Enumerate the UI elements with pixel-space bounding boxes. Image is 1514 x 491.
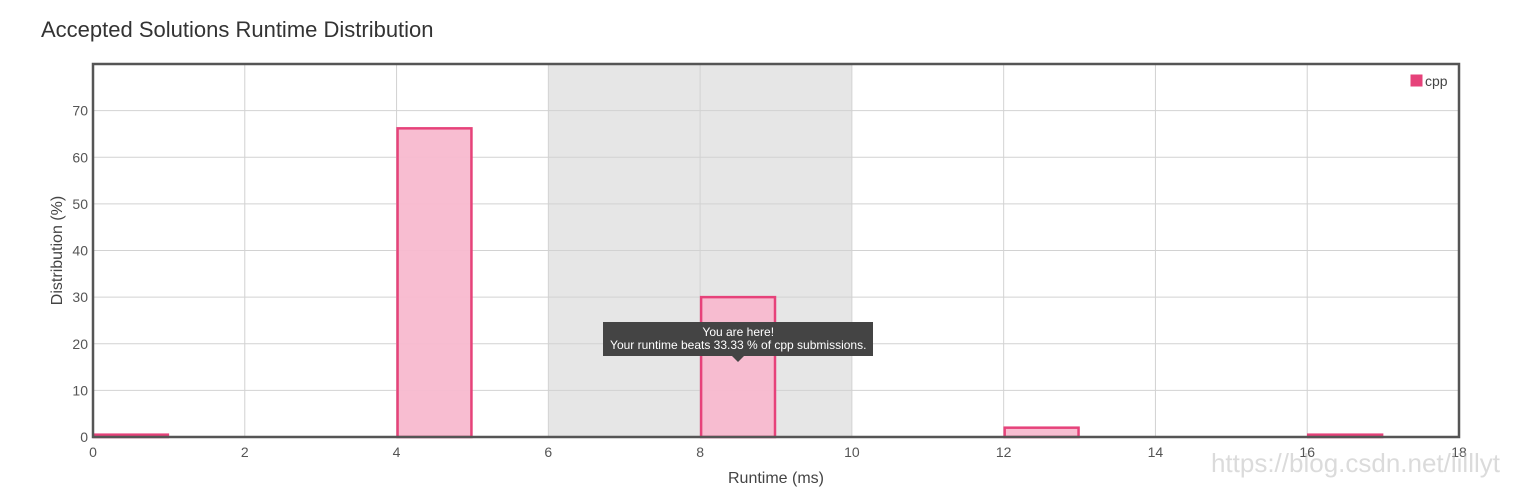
bar-8 bbox=[699, 295, 777, 439]
legend-label: cpp bbox=[1425, 73, 1448, 89]
x-tick-label: 18 bbox=[1451, 444, 1467, 460]
x-tick-label: 8 bbox=[696, 444, 704, 460]
your-runtime-tooltip: You are here! Your runtime beats 33.33 %… bbox=[603, 322, 874, 363]
tooltip-arrow bbox=[732, 356, 745, 363]
x-tick-label: 16 bbox=[1299, 444, 1315, 460]
chart-title: Accepted Solutions Runtime Distribution bbox=[41, 17, 434, 42]
y-tick-label: 30 bbox=[72, 289, 88, 305]
legend-swatch bbox=[1409, 73, 1424, 88]
x-tick-label: 4 bbox=[393, 444, 401, 460]
bar-12 bbox=[1003, 426, 1080, 439]
y-tick-label: 10 bbox=[72, 382, 88, 398]
x-tick-label: 2 bbox=[241, 444, 249, 460]
x-tick-label: 14 bbox=[1148, 444, 1164, 460]
y-tick-label: 0 bbox=[80, 429, 88, 445]
x-tick-label: 6 bbox=[544, 444, 552, 460]
x-tick-label: 12 bbox=[996, 444, 1012, 460]
tooltip-title: You are here! bbox=[702, 325, 775, 340]
y-tick-label: 50 bbox=[72, 196, 88, 212]
y-axis-label: Distribution (%) bbox=[49, 196, 66, 305]
plot-frame bbox=[91, 62, 1461, 439]
watermark: https://blog.csdn.net/lilllyt bbox=[1210, 448, 1500, 478]
tooltip-text: Your runtime beats 33.33 % of cpp submis… bbox=[610, 338, 867, 353]
y-tick-label: 20 bbox=[72, 336, 88, 352]
x-axis-label: Runtime (ms) bbox=[728, 470, 824, 487]
y-tick-label: 70 bbox=[72, 103, 88, 119]
x-tick-label: 0 bbox=[89, 444, 97, 460]
y-tick-label: 60 bbox=[72, 149, 88, 165]
y-tick-label: 40 bbox=[72, 243, 88, 259]
bar-4 bbox=[396, 127, 473, 439]
x-tick-label: 10 bbox=[844, 444, 860, 460]
